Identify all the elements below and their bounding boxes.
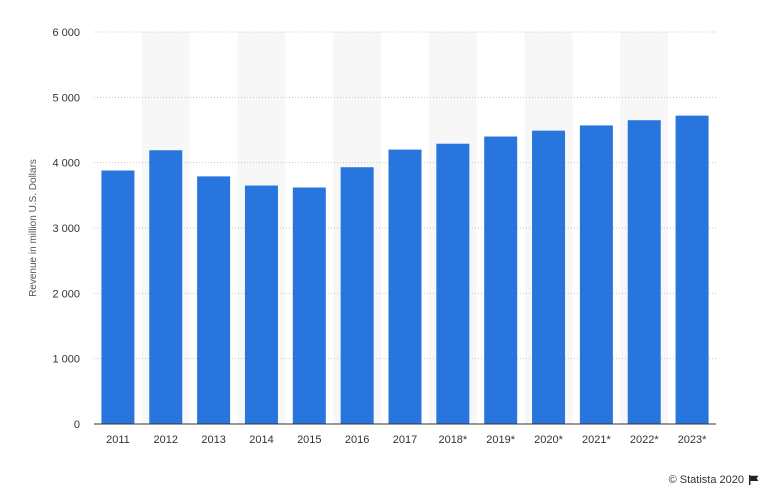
bar-2022*[interactable] [627,120,661,424]
x-tick-label: 2021* [582,434,611,446]
x-tick-label: 2012 [154,434,178,446]
x-tick-label: 2016 [345,434,369,446]
bar-2021*[interactable] [579,125,613,424]
y-tick-label: 6 000 [52,27,80,39]
y-axis-ticks: 0 1 000 2 000 3 000 4 000 5 000 6 000 [52,27,80,431]
bar-2019*[interactable] [484,136,518,425]
x-tick-label: 2019* [486,434,515,446]
y-tick-label: 0 [74,419,80,431]
bar-2012[interactable] [149,150,183,424]
credit-text[interactable]: © Statista 2020 [668,474,744,486]
x-tick-label: 2020* [534,434,563,446]
bar-2011[interactable] [101,170,135,424]
y-tick-label: 1 000 [52,354,80,366]
x-tick-label: 2018* [438,434,467,446]
bar-2013[interactable] [197,176,231,424]
bar-2023*[interactable] [675,115,709,425]
y-tick-label: 4 000 [52,158,80,170]
bar-2015[interactable] [292,187,326,424]
x-tick-label: 2022* [630,434,659,446]
bar-2014[interactable] [244,185,278,424]
bar-2017[interactable] [388,149,422,424]
y-tick-label: 2 000 [52,288,80,300]
bar-2016[interactable] [340,167,374,425]
x-axis-ticks: 2011 2012 2013 2014 2015 2016 2017 2018* 2019* 20… [106,434,707,446]
flag-icon[interactable] [749,475,759,485]
bar-2018*[interactable] [436,143,470,424]
x-tick-label: 2017 [393,434,417,446]
x-tick-label: 2014 [249,434,273,446]
y-axis-title: Revenue in million U.S. Dollars [28,159,39,297]
bars [101,115,709,425]
bar-2020*[interactable] [532,130,566,425]
x-tick-label: 2015 [297,434,321,446]
x-tick-label: 2013 [201,434,225,446]
x-tick-label: 2023* [678,434,707,446]
y-tick-label: 5 000 [52,92,80,104]
x-tick-label: 2011 [106,434,130,446]
y-tick-label: 3 000 [52,223,80,235]
statista-credit[interactable]: © Statista 2020 [669,474,759,486]
